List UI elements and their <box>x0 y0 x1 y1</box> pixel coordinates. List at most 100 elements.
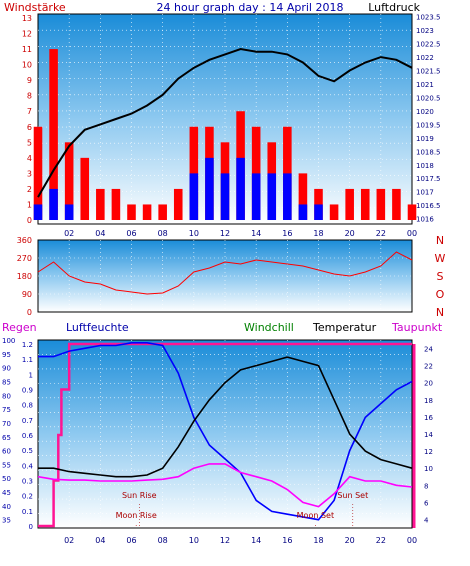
humidity-tick: 95 <box>2 351 11 359</box>
rain-tick: 0.5 <box>22 447 33 455</box>
rain-tick: 0.9 <box>22 387 33 395</box>
wind-bar <box>33 126 43 220</box>
wind-speed-tick: 1 <box>27 200 32 209</box>
x-tick-label: 20 <box>345 536 355 545</box>
wind-gust-bar <box>220 173 230 220</box>
humidity-tick: 75 <box>2 406 11 414</box>
rain-tick: 1.2 <box>22 341 33 349</box>
pressure-tick: 1016.5 <box>416 202 441 210</box>
wind-bar <box>111 188 121 220</box>
humidity-tick: 100 <box>2 337 15 345</box>
x-tick-label: 10 <box>189 229 199 238</box>
temperature-tick: 24 <box>424 346 433 354</box>
rain-tick: 0.7 <box>22 417 33 425</box>
wind-speed-tick: 3 <box>27 169 32 178</box>
temperature-tick: 18 <box>424 397 433 405</box>
temperature-tick: 22 <box>424 363 433 371</box>
wind-direction-tick: 270 <box>17 254 32 263</box>
wind-bar <box>407 204 417 220</box>
annotation-label: Moon Rise <box>116 511 157 520</box>
rain-tick: 0.8 <box>22 402 33 410</box>
top-left-label: Windstärke <box>4 1 66 14</box>
legend-temperatur: Temperatur <box>312 321 377 334</box>
dewpoint-line <box>37 463 413 508</box>
humidity-tick: 35 <box>2 517 11 525</box>
humidity-temperature-panel: 3540455055606570758085909510000.10.20.30… <box>2 337 433 545</box>
wind-speed-tick: 8 <box>27 92 32 101</box>
humidity-tick: 85 <box>2 378 11 386</box>
pressure-tick: 1019 <box>416 135 434 143</box>
compass-label: N <box>436 234 444 247</box>
pressure-tick: 1017.5 <box>416 175 441 183</box>
wind-direction-line <box>37 251 413 295</box>
pressure-tick: 1021.5 <box>416 68 441 76</box>
wind-gust-bar <box>33 204 43 220</box>
x-tick-label: 08 <box>158 229 168 238</box>
wind-bar <box>173 188 183 220</box>
wind-bar <box>345 188 354 220</box>
humidity-tick: 70 <box>2 420 11 428</box>
wind-gust-bar <box>205 157 214 220</box>
annotation-label: Sun Set <box>337 491 368 500</box>
legend-taupunkt: Taupunkt <box>391 321 443 334</box>
x-tick-label: 14 <box>251 229 261 238</box>
x-tick-label: 08 <box>158 536 168 545</box>
pressure-tick: 1021 <box>416 81 434 89</box>
pressure-tick: 1018.5 <box>416 148 441 156</box>
x-tick-label: 04 <box>95 229 105 238</box>
wind-gust-bar <box>64 204 74 220</box>
chart-title: 24 hour graph day : 14 April 2018 <box>157 1 344 14</box>
wind-direction-tick: 360 <box>17 236 32 245</box>
wind-speed-tick: 9 <box>27 76 32 85</box>
bottom-legend: Regen Luftfeuchte Windchill Temperatur T… <box>2 321 443 334</box>
legend-windchill: Windchill <box>244 321 294 334</box>
rain-tick: 0.3 <box>22 478 33 486</box>
humidity-tick: 90 <box>2 365 11 373</box>
x-tick-label: 12 <box>220 229 230 238</box>
pressure-tick: 1019.5 <box>416 121 441 129</box>
annotation-label: Moon Set <box>297 511 334 520</box>
x-tick-label: 06 <box>126 229 136 238</box>
pressure-tick: 1018 <box>416 162 434 170</box>
wind-gust-bar <box>236 157 245 220</box>
wind-bar <box>96 188 105 220</box>
x-tick-label: 16 <box>282 536 292 545</box>
humidity-line <box>38 341 413 521</box>
wind-bar <box>298 173 308 220</box>
pressure-tick: 1020.5 <box>416 94 441 102</box>
wind-speed-tick: 11 <box>22 45 32 54</box>
temperature-tick: 4 <box>424 516 429 524</box>
wind-speed-tick: 4 <box>27 154 32 163</box>
compass-label: O <box>436 288 445 301</box>
humidity-tick: 65 <box>2 434 11 442</box>
x-tick-label: 22 <box>376 536 386 545</box>
humidity-tick: 50 <box>2 475 11 483</box>
x-tick-label: 16 <box>282 229 292 238</box>
wind-bar <box>142 204 152 220</box>
header-labels: Windstärke 24 hour graph day : 14 April … <box>4 1 421 14</box>
legend-luftfeuchte: Luftfeuchte <box>66 321 129 334</box>
rain-tick: 0.4 <box>22 462 34 470</box>
wind-bar <box>64 142 74 220</box>
wind-direction-tick: 90 <box>22 290 32 299</box>
humidity-tick: 45 <box>2 489 11 497</box>
temperature-tick: 16 <box>424 414 433 422</box>
wind-bar <box>49 49 58 221</box>
annotation-label: Sun Rise <box>122 491 157 500</box>
wind-speed-tick: 7 <box>27 107 32 116</box>
x-tick-label: 00 <box>407 229 417 238</box>
compass-label: S <box>437 270 444 283</box>
x-tick-label: 12 <box>220 536 230 545</box>
pressure-tick: 1023 <box>416 27 434 35</box>
humidity-tick: 55 <box>2 461 11 469</box>
temperature-tick: 12 <box>424 448 433 456</box>
rain-line <box>38 342 412 528</box>
wind-speed-tick: 5 <box>27 138 32 147</box>
temperature-line <box>38 356 413 478</box>
wind-gust-bar <box>314 204 323 220</box>
humidity-tick: 60 <box>2 448 11 456</box>
rain-tick: 1.1 <box>22 356 33 364</box>
wind-bar <box>80 157 90 220</box>
wind-speed-tick: 6 <box>27 123 32 132</box>
